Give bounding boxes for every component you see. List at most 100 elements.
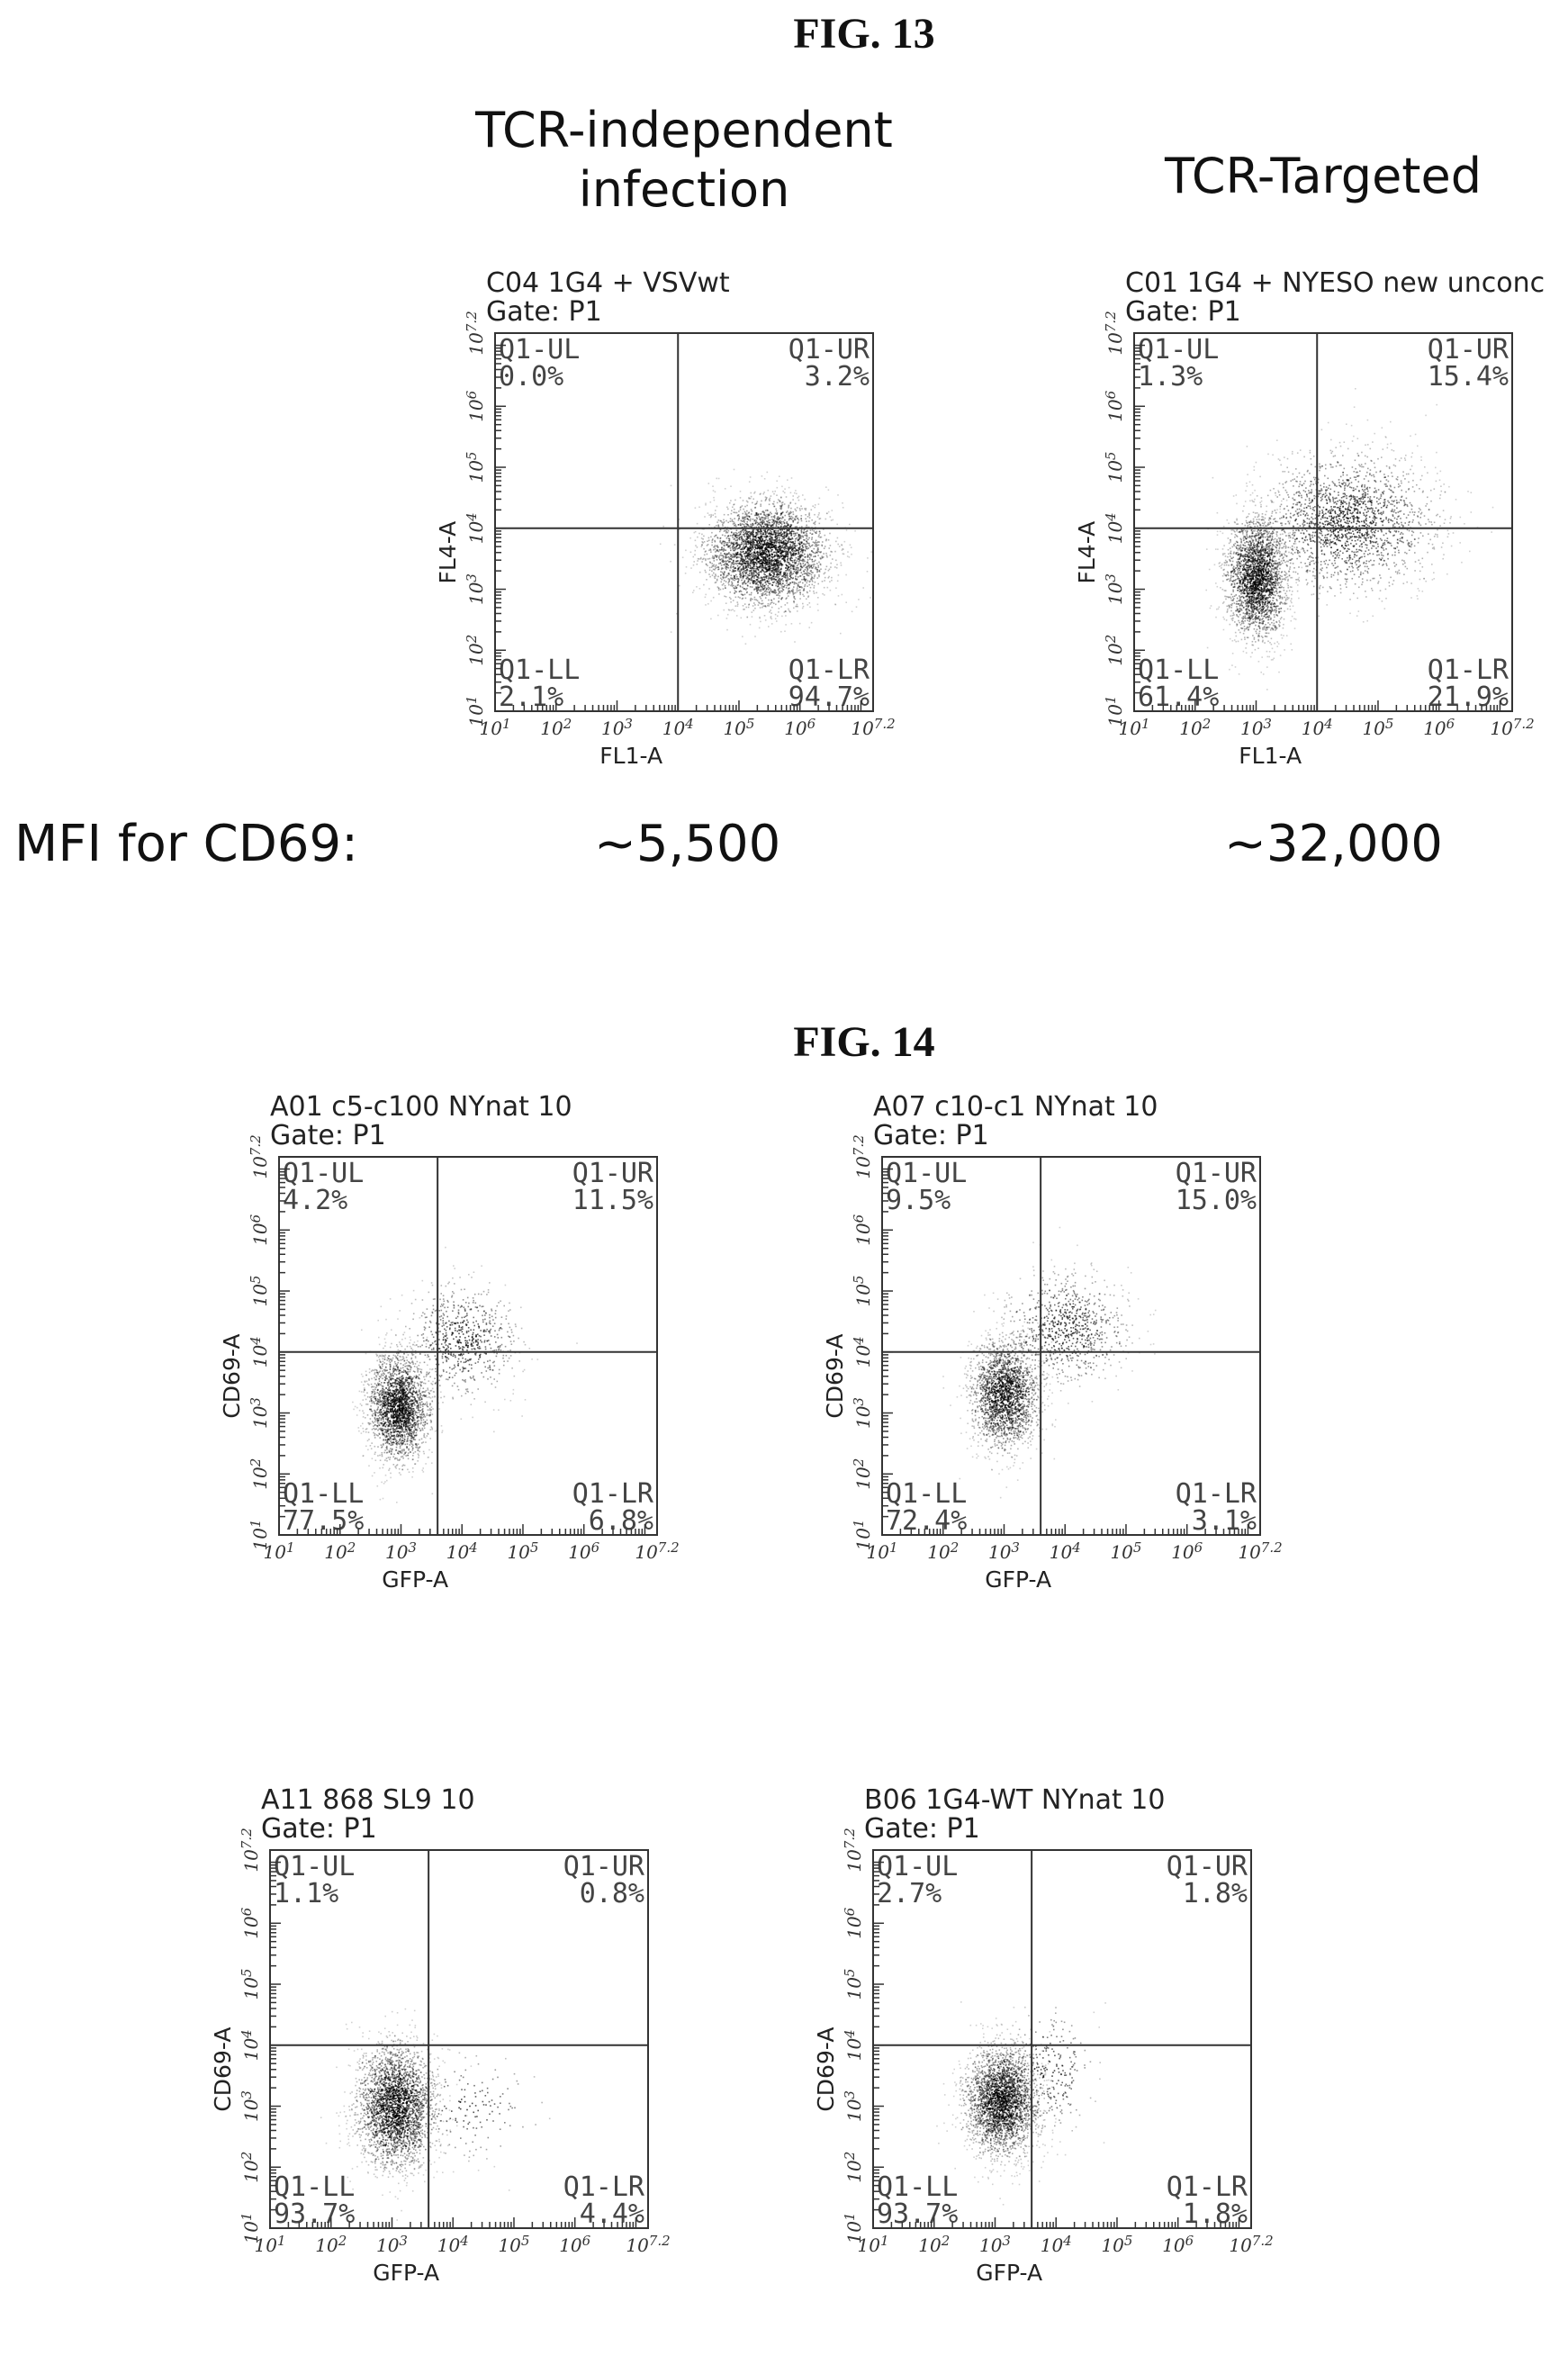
event-dot: [725, 556, 726, 559]
event-dot: [1251, 532, 1254, 534]
event-dot: [1249, 547, 1252, 549]
event-dot: [777, 516, 779, 519]
event-dot: [762, 511, 765, 513]
event-dot: [1252, 618, 1254, 620]
event-dot: [805, 534, 807, 537]
event-dot: [775, 508, 777, 510]
event-dot: [780, 568, 782, 571]
event-dot: [757, 529, 759, 532]
event-dot: [741, 564, 743, 566]
event-dot: [837, 543, 839, 546]
event-dot: [704, 551, 707, 553]
event-dot: [801, 526, 803, 528]
event-dot: [1252, 588, 1255, 590]
event-dot: [829, 545, 832, 546]
event-dot: [725, 566, 728, 569]
plot-frame: [1133, 332, 1513, 712]
event-dot: [1259, 530, 1261, 532]
event-dot: [1259, 567, 1261, 570]
event-dot: [800, 537, 802, 539]
event-dot: [752, 580, 754, 582]
event-dots: [1205, 388, 1494, 691]
event-dot: [1262, 541, 1264, 543]
event-dot: [731, 519, 734, 521]
event-dot: [765, 498, 768, 500]
event-dot: [834, 603, 836, 605]
event-dot: [842, 553, 844, 555]
event-dot: [659, 543, 662, 546]
event-dot: [726, 574, 729, 577]
event-dot: [814, 531, 816, 534]
event-dot: [818, 530, 821, 533]
event-dot: [723, 573, 725, 575]
event-dot: [791, 557, 793, 559]
event-dot: [739, 554, 741, 556]
event-dot: [742, 576, 744, 578]
event-dot: [826, 556, 828, 558]
event-dot: [755, 534, 757, 537]
event-dot: [1259, 552, 1262, 555]
event-dot: [739, 565, 741, 568]
event-dot: [803, 531, 806, 534]
event-dot: [825, 552, 827, 555]
event-dot: [818, 561, 820, 564]
event-dot: [780, 497, 782, 499]
event-dot: [776, 517, 779, 519]
event-dot: [1257, 597, 1259, 600]
event-dot: [736, 542, 738, 545]
event-dot: [775, 544, 778, 546]
event-dot: [744, 574, 747, 577]
event-dot: [1245, 537, 1248, 540]
event-dot: [798, 543, 801, 545]
event-dot: [1233, 614, 1235, 616]
event-dot: [1275, 581, 1277, 583]
event-dot: [771, 546, 773, 549]
event-dot: [1266, 525, 1268, 527]
event-dot: [734, 575, 735, 578]
event-dot: [778, 608, 780, 609]
event-dot: [1285, 499, 1288, 501]
event-dot: [789, 574, 792, 576]
event-dot: [750, 571, 752, 573]
event-dot: [792, 593, 795, 596]
event-dot: [1265, 603, 1266, 606]
event-dot: [1256, 606, 1257, 609]
event-dot: [715, 551, 716, 553]
event-dot: [830, 519, 833, 521]
event-dot: [713, 555, 716, 558]
event-dot: [1284, 603, 1287, 605]
event-dot: [1266, 551, 1269, 553]
event-dot: [1267, 536, 1269, 537]
event-dot: [738, 537, 741, 538]
event-dot: [734, 525, 735, 527]
event-dot: [1246, 611, 1248, 613]
event-dot: [751, 573, 752, 575]
event-dot: [779, 518, 780, 519]
event-dot: [798, 547, 799, 549]
event-dot: [1243, 588, 1246, 591]
event-dot: [730, 557, 732, 560]
event-dot: [1272, 548, 1274, 551]
event-dot: [739, 538, 741, 541]
event-dot: [1246, 602, 1248, 605]
event-dot: [805, 566, 807, 569]
event-dot: [769, 540, 771, 543]
event-dot: [783, 548, 786, 550]
event-dot: [1251, 535, 1253, 537]
event-dot: [773, 573, 775, 576]
event-dot: [731, 556, 734, 558]
event-dot: [756, 576, 758, 578]
event-dot: [1245, 584, 1247, 587]
event-dot: [751, 572, 753, 573]
event-dot: [733, 538, 735, 540]
event-dot: [1222, 628, 1225, 631]
event-dot: [733, 587, 734, 589]
event-dot: [717, 589, 720, 591]
event-dot: [1246, 643, 1248, 645]
event-dot: [771, 555, 773, 558]
event-dot: [758, 522, 760, 525]
event-dot: [1269, 583, 1271, 585]
event-dot: [1281, 637, 1284, 639]
event-dot: [1256, 632, 1257, 635]
event-dot: [763, 517, 766, 519]
